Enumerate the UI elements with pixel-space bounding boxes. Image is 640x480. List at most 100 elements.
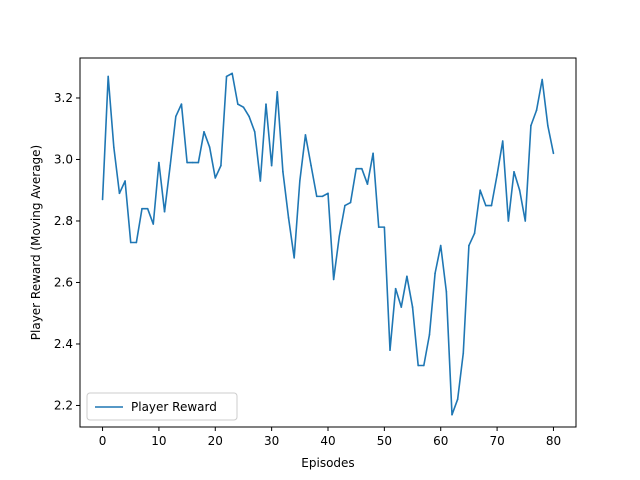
data-point xyxy=(315,195,318,198)
data-point xyxy=(327,192,329,195)
data-point xyxy=(451,413,453,416)
data-point xyxy=(423,364,425,367)
axes-frame xyxy=(79,57,577,428)
data-point xyxy=(107,75,109,78)
data-point xyxy=(299,180,301,182)
legend-box xyxy=(86,392,238,421)
data-point xyxy=(214,177,217,179)
series-line-0 xyxy=(101,72,555,416)
data-point xyxy=(208,146,211,148)
data-point xyxy=(158,161,160,164)
data-point xyxy=(479,189,481,192)
data-point xyxy=(434,272,436,275)
data-point xyxy=(141,207,143,210)
y-tick-label: 2.2 xyxy=(54,398,73,412)
data-point xyxy=(361,167,363,170)
data-point xyxy=(338,235,341,238)
x-tick-label: 60 xyxy=(433,434,448,448)
x-tick-label: 80 xyxy=(546,434,561,448)
y-tick-label: 3.2 xyxy=(54,91,73,105)
data-point xyxy=(265,103,267,105)
data-point xyxy=(490,204,493,207)
data-point xyxy=(163,210,166,213)
data-point xyxy=(406,275,408,278)
data-point xyxy=(135,241,138,244)
data-point xyxy=(101,198,104,201)
data-point xyxy=(552,152,555,155)
legend-label: Player Reward xyxy=(131,400,217,414)
data-point xyxy=(524,220,527,222)
data-point xyxy=(203,131,205,133)
x-tick-label: 50 xyxy=(377,434,392,448)
data-point xyxy=(248,115,250,118)
data-point xyxy=(293,257,295,259)
data-point xyxy=(355,167,357,170)
data-point xyxy=(417,364,419,367)
y-tick-label: 2.4 xyxy=(54,337,73,351)
data-point xyxy=(547,124,549,127)
data-point xyxy=(377,226,380,228)
data-point xyxy=(129,241,132,244)
data-point xyxy=(501,140,504,142)
y-tick-label: 2.8 xyxy=(54,214,73,228)
data-point xyxy=(152,223,155,225)
data-point xyxy=(118,192,121,195)
data-point xyxy=(304,134,307,136)
data-point xyxy=(462,352,465,355)
data-point xyxy=(259,180,262,182)
data-point xyxy=(282,170,284,173)
data-point xyxy=(175,115,177,118)
legend: Player Reward xyxy=(86,392,238,421)
data-point xyxy=(518,189,521,192)
data-point xyxy=(237,103,239,105)
data-point xyxy=(366,183,369,185)
data-point xyxy=(344,204,346,207)
data-point xyxy=(389,349,391,351)
data-point xyxy=(513,170,515,173)
data-point xyxy=(276,91,279,93)
data-point xyxy=(146,207,149,210)
data-point xyxy=(225,75,228,78)
x-tick-label: 0 xyxy=(99,434,107,448)
y-axis-label: Player Reward (Moving Average) xyxy=(29,145,43,340)
data-point xyxy=(439,244,442,247)
data-point xyxy=(186,161,188,164)
data-point xyxy=(113,146,115,148)
data-point xyxy=(321,195,324,198)
y-tick-label: 2.6 xyxy=(54,275,73,289)
data-point xyxy=(473,232,476,235)
data-point xyxy=(485,204,487,207)
data-point xyxy=(310,164,312,167)
data-point xyxy=(530,124,532,127)
data-point xyxy=(253,131,256,133)
data-point xyxy=(535,109,538,112)
data-point xyxy=(197,161,200,164)
data-point xyxy=(191,161,194,164)
data-point xyxy=(169,164,171,167)
data-point xyxy=(220,164,222,167)
x-tick-label: 10 xyxy=(151,434,166,448)
data-point xyxy=(332,278,335,281)
data-point xyxy=(383,226,386,228)
data-point xyxy=(394,287,397,290)
series-layer xyxy=(101,72,555,416)
x-tick-label: 70 xyxy=(489,434,504,448)
data-point xyxy=(428,333,431,336)
data-point xyxy=(507,220,510,222)
data-point xyxy=(456,398,459,401)
data-point xyxy=(242,106,245,108)
y-tick-label: 3.0 xyxy=(54,152,73,166)
data-point xyxy=(287,217,290,219)
data-point xyxy=(231,72,233,75)
data-point xyxy=(270,164,273,167)
data-point xyxy=(124,180,126,182)
x-tick-label: 20 xyxy=(208,434,223,448)
x-axis-ticks: 0 10 20 30 40 50 60 70 80 xyxy=(99,427,561,448)
x-tick-label: 40 xyxy=(320,434,335,448)
x-tick-label: 30 xyxy=(264,434,279,448)
data-point xyxy=(372,152,374,155)
data-point xyxy=(180,103,183,105)
data-point xyxy=(411,306,414,308)
data-point xyxy=(349,201,352,204)
